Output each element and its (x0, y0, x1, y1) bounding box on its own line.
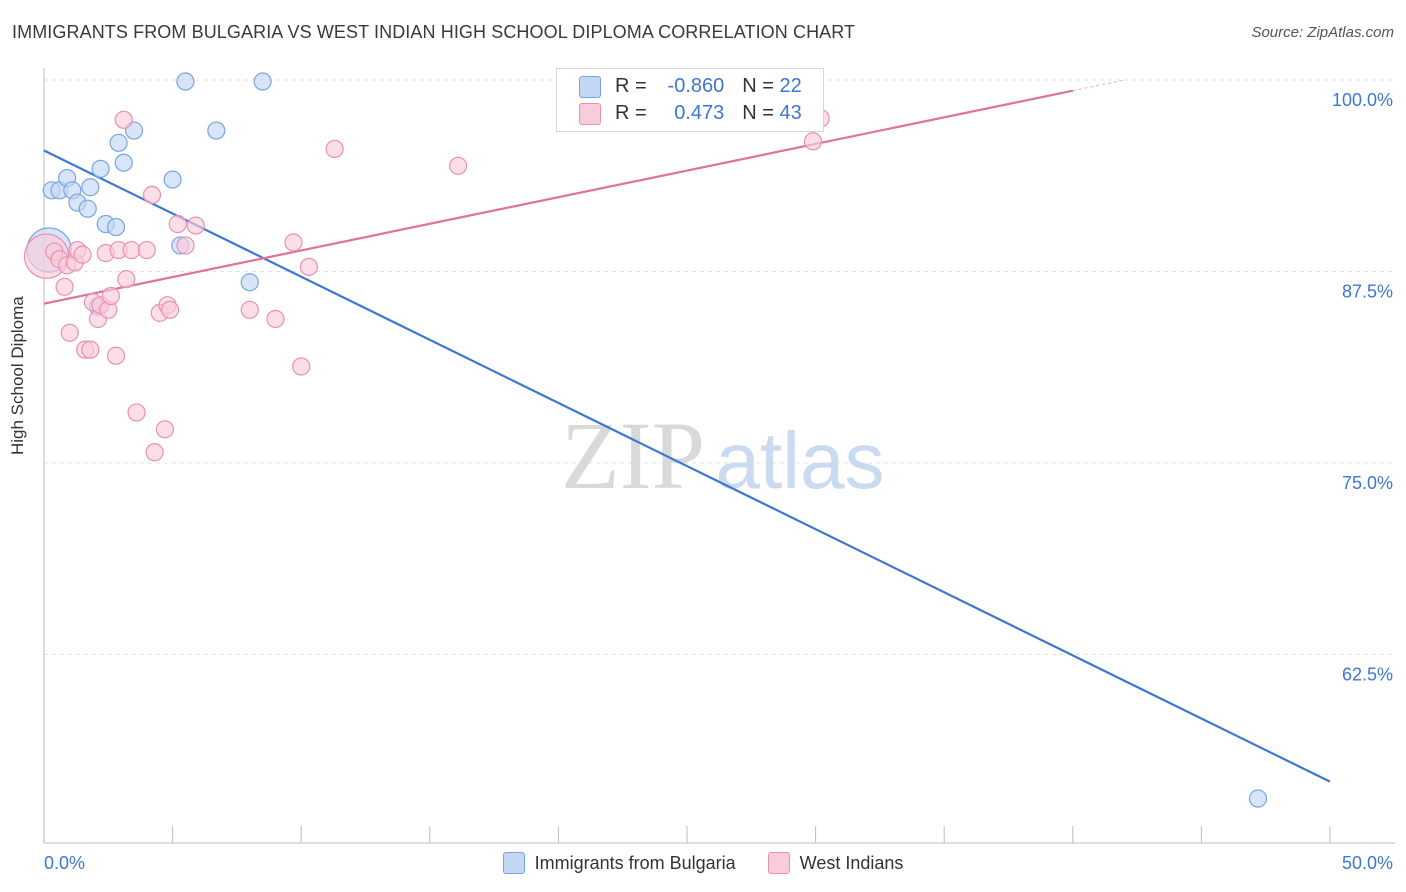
point-west-indians (127, 403, 146, 422)
point-west-indians (266, 309, 285, 329)
point-west-indians (176, 236, 195, 255)
legend-item-bulgaria[interactable]: Immigrants from Bulgaria (502, 852, 736, 874)
point-bulgaria (91, 159, 110, 178)
point-bulgaria (78, 199, 97, 218)
point-bulgaria (1248, 789, 1268, 808)
point-west-indians (160, 300, 180, 319)
point-west-indians (106, 346, 126, 365)
point-west-indians (448, 156, 468, 175)
point-west-indians (101, 286, 120, 306)
point-bulgaria (109, 133, 128, 152)
point-west-indians (299, 257, 319, 277)
axes (43, 68, 1395, 844)
point-bulgaria (240, 273, 259, 292)
pink-swatch (579, 102, 601, 125)
chart-title: IMMIGRANTS FROM BULGARIA VS WEST INDIAN … (12, 22, 856, 42)
point-bulgaria (81, 178, 100, 197)
pink-swatch (767, 852, 790, 874)
r-label: R = (615, 102, 647, 124)
point-west-indians (114, 110, 133, 129)
grid-lines (44, 79, 1395, 655)
blue-swatch (502, 852, 525, 874)
trend-line-extension (1072, 79, 1125, 92)
n-label: N = (742, 75, 774, 97)
x-tick-label: 50.0% (1342, 853, 1393, 873)
n-label: N = (742, 102, 774, 124)
trend-line-bulgaria (43, 149, 1331, 783)
point-bulgaria (176, 72, 195, 91)
legend-label-west-indians: West Indians (799, 852, 904, 873)
r-value: -0.860 (667, 75, 725, 97)
data-points (23, 72, 1268, 808)
point-west-indians (60, 323, 79, 342)
point-west-indians (142, 185, 162, 204)
stats-legend: R = -0.860 N = 22 R = 0.473 N = 43 (556, 68, 824, 132)
series-legend: Immigrants from Bulgaria West Indians (0, 852, 1406, 874)
point-west-indians (155, 420, 174, 439)
point-west-indians (186, 216, 205, 235)
point-bulgaria (207, 121, 226, 140)
y-tick-label: 87.5% (1342, 282, 1393, 302)
tick-labels: 62.5% 75.0% 87.5% 100.0% 0.0% 50.0% (44, 90, 1393, 873)
stats-row-west-indians: R = 0.473 N = 43 (579, 102, 802, 125)
point-west-indians (81, 340, 100, 359)
point-west-indians (284, 233, 303, 252)
point-bulgaria (253, 72, 272, 91)
trend-lines (43, 79, 1331, 783)
point-west-indians (145, 443, 164, 462)
watermark-atlas: atlas (716, 416, 885, 505)
n-value: 43 (779, 102, 802, 124)
stats-row-bulgaria: R = -0.860 N = 22 (579, 75, 802, 98)
point-west-indians (73, 245, 92, 264)
blue-swatch (579, 75, 601, 98)
point-west-indians (117, 270, 136, 289)
r-value: 0.473 (674, 102, 725, 124)
watermark-zip: ZIP (561, 402, 705, 509)
point-west-indians (240, 300, 259, 319)
trend-line-west-indians (43, 89, 1074, 305)
legend-label-bulgaria: Immigrants from Bulgaria (534, 852, 736, 873)
y-tick-label: 75.0% (1342, 473, 1393, 493)
source-label: Source: ZipAtlas.com (1251, 24, 1394, 41)
point-west-indians (803, 132, 823, 151)
point-west-indians (137, 240, 156, 260)
y-tick-label: 62.5% (1342, 665, 1393, 685)
point-bulgaria (163, 170, 182, 189)
n-value: 22 (779, 75, 802, 97)
point-west-indians (55, 277, 74, 296)
point-bulgaria (114, 153, 133, 172)
y-axis-label: High School Diploma (8, 296, 27, 455)
point-west-indians (122, 240, 141, 260)
y-tick-label: 100.0% (1332, 90, 1393, 110)
point-bulgaria (106, 217, 126, 237)
x-tick-label: 0.0% (44, 853, 85, 873)
point-west-indians (292, 357, 311, 376)
r-label: R = (615, 75, 647, 97)
legend-item-west-indians[interactable]: West Indians (767, 852, 904, 874)
point-west-indians (168, 214, 187, 234)
point-west-indians (325, 139, 344, 159)
